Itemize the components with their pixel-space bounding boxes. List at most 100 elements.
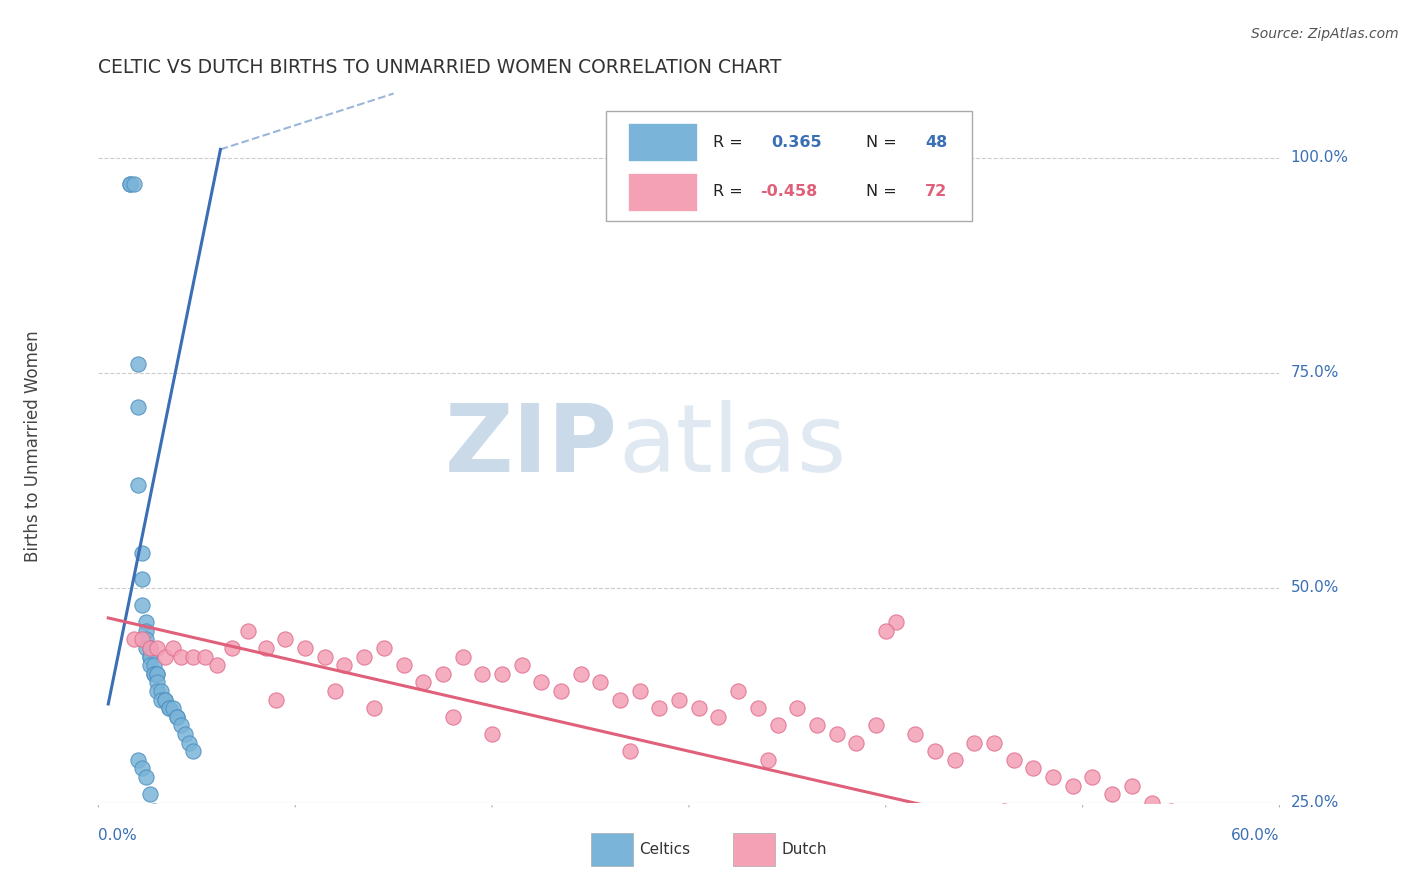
Point [162, 641, 184, 656]
Point [1150, 864, 1173, 879]
Point [127, 477, 149, 491]
Text: 50.0%: 50.0% [1291, 581, 1339, 595]
Point [412, 675, 434, 690]
Point [432, 666, 454, 681]
Point [174, 727, 197, 741]
Point [138, 787, 160, 801]
Point [471, 666, 494, 681]
Point [392, 658, 415, 673]
Point [177, 736, 200, 750]
Point [236, 624, 259, 638]
FancyBboxPatch shape [606, 111, 973, 221]
Point [1071, 822, 1094, 836]
Point [146, 666, 169, 681]
Text: Source: ZipAtlas.com: Source: ZipAtlas.com [1251, 27, 1399, 41]
Point [146, 666, 169, 681]
Point [122, 177, 145, 191]
Text: 25.0%: 25.0% [1291, 796, 1339, 810]
Text: Celtics: Celtics [640, 842, 690, 856]
Text: 0.0%: 0.0% [98, 828, 138, 843]
Point [1042, 770, 1064, 784]
Point [170, 718, 193, 732]
Point [1101, 787, 1123, 801]
Text: Births to Unmarried Women: Births to Unmarried Women [24, 330, 42, 562]
Point [127, 357, 149, 371]
Point [166, 710, 188, 724]
Point [1160, 805, 1182, 819]
Point [875, 624, 897, 638]
Point [131, 761, 153, 775]
Point [1180, 813, 1202, 827]
Point [1022, 761, 1045, 775]
Point [609, 692, 631, 706]
Point [589, 675, 612, 690]
Point [150, 684, 173, 698]
Point [127, 753, 149, 767]
Point [162, 701, 184, 715]
Text: 0.365: 0.365 [772, 135, 823, 150]
Point [441, 710, 464, 724]
Point [264, 692, 287, 706]
Point [138, 641, 160, 656]
Text: 75.0%: 75.0% [1291, 366, 1339, 380]
Point [786, 701, 808, 715]
Point [142, 658, 165, 673]
Point [194, 649, 217, 664]
Point [142, 666, 165, 681]
Point [146, 641, 169, 656]
Point [127, 401, 149, 415]
Point [155, 692, 177, 706]
Point [619, 744, 641, 758]
Point [181, 649, 204, 664]
Point [825, 727, 848, 741]
Point [491, 666, 513, 681]
Point [131, 632, 153, 647]
Point [142, 666, 165, 681]
Point [628, 684, 651, 698]
Point [1199, 822, 1222, 836]
Point [177, 890, 200, 892]
Point [323, 684, 346, 698]
Point [1062, 779, 1084, 793]
Point [221, 641, 243, 656]
Point [904, 727, 927, 741]
Point [157, 701, 180, 715]
Point [135, 615, 157, 630]
Point [138, 641, 160, 656]
Point [131, 598, 153, 612]
Point [155, 838, 177, 853]
Point [138, 658, 160, 673]
Text: N =: N = [866, 135, 903, 150]
Point [181, 744, 204, 758]
Point [274, 632, 297, 647]
Point [993, 805, 1015, 819]
Point [550, 684, 572, 698]
Text: 100.0%: 100.0% [1291, 151, 1348, 166]
Point [155, 692, 177, 706]
Point [146, 822, 169, 836]
Point [983, 736, 1005, 750]
Text: ZIP: ZIP [446, 400, 619, 492]
Point [373, 641, 395, 656]
Point [162, 855, 184, 870]
Point [510, 658, 533, 673]
Text: 72: 72 [925, 185, 948, 200]
Point [150, 692, 173, 706]
Point [530, 675, 553, 690]
Point [314, 649, 336, 664]
Text: 48: 48 [925, 135, 948, 150]
Point [142, 805, 165, 819]
Point [135, 624, 157, 638]
FancyBboxPatch shape [733, 833, 775, 865]
Point [1121, 779, 1143, 793]
Point [648, 701, 671, 715]
Point [135, 632, 157, 647]
Point [924, 744, 946, 758]
Point [1140, 796, 1163, 810]
Text: R =: R = [713, 135, 748, 150]
FancyBboxPatch shape [627, 173, 697, 211]
Point [668, 692, 690, 706]
Point [254, 641, 277, 656]
Text: atlas: atlas [619, 400, 846, 492]
Point [481, 727, 503, 741]
